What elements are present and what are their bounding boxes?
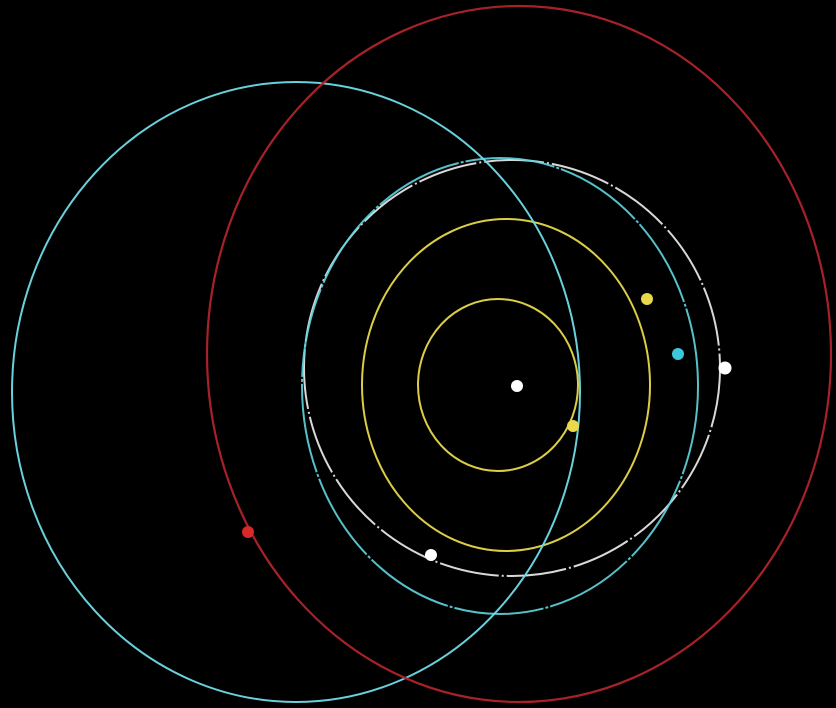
red-orbit — [205, 4, 833, 704]
inner-yellow-orbit — [417, 298, 579, 472]
inner-cyan-orbit — [301, 157, 699, 615]
bodies-layer — [242, 293, 732, 561]
second-yellow-planet — [641, 293, 653, 305]
white-planet-right — [718, 361, 732, 375]
white-planet-lower — [425, 549, 437, 561]
second-yellow-orbit — [361, 218, 651, 552]
central-star — [511, 380, 523, 392]
cyan-planet — [672, 348, 684, 360]
red-planet — [242, 526, 254, 538]
inner-yellow-planet — [567, 420, 579, 432]
outer-cyan-orbit — [11, 81, 581, 703]
